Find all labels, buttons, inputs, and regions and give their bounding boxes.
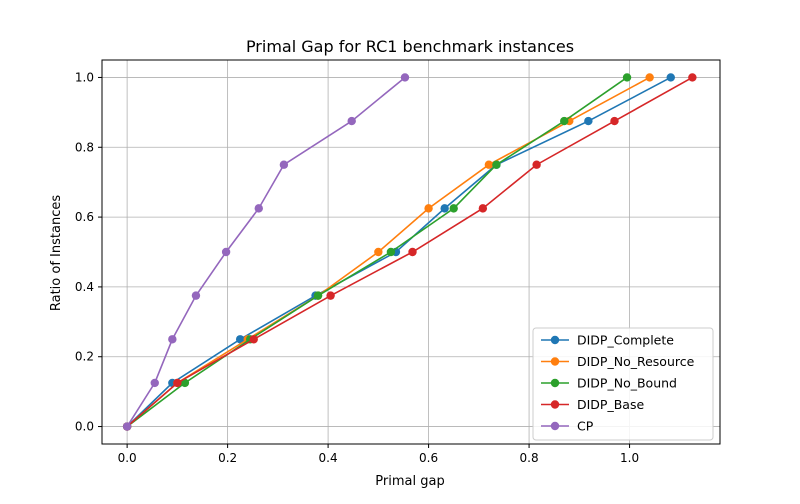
x-tick-label: 0.6 <box>419 451 438 465</box>
data-point-cp <box>221 247 231 257</box>
data-point-didp-base <box>173 378 182 388</box>
x-tick-label: 1.0 <box>620 451 639 465</box>
x-tick-label: 0.2 <box>218 451 237 465</box>
data-point-cp <box>254 204 263 213</box>
data-point-didp-no-resource <box>645 73 654 82</box>
data-point-didp-complete <box>440 204 449 213</box>
legend-label: CP <box>577 419 594 434</box>
data-point-cp <box>347 116 356 126</box>
x-tick-label: 0.8 <box>520 451 539 465</box>
data-point-didp-base <box>478 204 488 213</box>
legend-marker <box>550 335 560 345</box>
y-tick-label: 0.2 <box>75 350 94 364</box>
data-point-didp-no-resource <box>424 204 433 213</box>
series-cp <box>122 73 410 431</box>
tick-layer: 0.0 0.2 0.4 0.6 0.8 1.0 0.0 0.2 0.4 0.6 0.8 1.0 <box>75 70 639 465</box>
data-point-didp-complete <box>666 73 675 82</box>
data-point-cp <box>168 335 177 344</box>
data-point-didp-complete <box>584 116 593 126</box>
legend-label: DIDP_No_Resource <box>577 354 695 369</box>
legend: DIDP_Complete DIDP_No_Resource DIDP_No_Bou… <box>532 327 714 441</box>
plot-frame <box>101 59 721 445</box>
y-axis-label: Ratio of Instances <box>49 195 64 311</box>
data-point-cp <box>150 378 159 388</box>
x-tick-label: 0.0 <box>118 451 137 465</box>
x-axis-label: Primal gap <box>375 474 444 489</box>
legend-label: DIDP_No_Bound <box>577 376 677 391</box>
data-point-didp-base <box>610 116 619 126</box>
series-layer <box>122 73 697 431</box>
legend-label: DIDP_Base <box>577 397 644 412</box>
legend-marker <box>550 357 560 366</box>
y-tick-label: 1.0 <box>75 70 94 84</box>
data-point-didp-no-bound <box>492 160 501 169</box>
y-tick-label: 0.8 <box>75 140 94 154</box>
data-point-didp-base <box>249 335 258 344</box>
data-point-cp <box>279 160 289 169</box>
data-point-didp-no-bound <box>622 73 632 82</box>
data-point-didp-base <box>326 291 335 300</box>
data-point-cp <box>122 422 132 431</box>
data-point-didp-base <box>532 160 541 169</box>
data-point-didp-no-bound <box>313 291 323 300</box>
data-point-didp-no-resource <box>374 247 383 257</box>
x-tick-label: 0.4 <box>319 451 338 465</box>
legend-marker <box>550 421 560 431</box>
data-point-didp-no-bound <box>449 204 458 213</box>
legend-marker <box>550 400 560 409</box>
data-point-didp-no-bound <box>560 116 569 126</box>
chart-title: Primal Gap for RC1 benchmark instances <box>246 37 574 56</box>
data-point-cp <box>191 291 201 300</box>
y-tick-label: 0.4 <box>75 280 94 294</box>
data-point-didp-no-resource <box>484 160 494 169</box>
y-tick-label: 0.6 <box>75 210 94 224</box>
data-point-didp-no-bound <box>180 378 190 388</box>
legend-box <box>532 327 714 441</box>
legend-marker <box>550 378 560 388</box>
data-point-didp-complete <box>235 335 245 344</box>
y-tick-label: 0.0 <box>75 420 94 434</box>
data-point-cp <box>400 73 410 82</box>
data-point-didp-no-bound <box>386 247 396 257</box>
legend-label: DIDP_Complete <box>577 333 674 348</box>
data-point-didp-base <box>688 73 697 82</box>
data-point-didp-base <box>408 247 417 257</box>
